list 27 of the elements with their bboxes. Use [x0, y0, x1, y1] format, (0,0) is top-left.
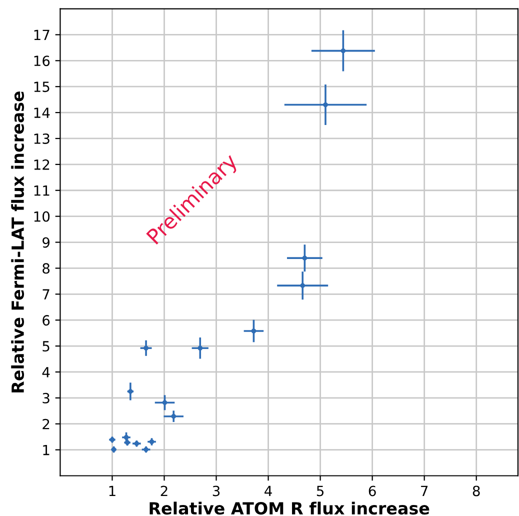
x-tick-label: 3 — [212, 486, 220, 496]
x-tick-label: 4 — [264, 486, 272, 496]
y-tick-label: 1 — [43, 444, 50, 456]
y-tick-label: 8 — [42, 263, 50, 274]
y-axis-title: Relative Fermi-LAT flux increase — [11, 91, 24, 392]
y-tick-label: 12 — [34, 159, 50, 170]
y-tick-label: 9 — [42, 237, 50, 248]
y-tick-label: 5 — [42, 341, 50, 352]
y-tick-label: 17 — [34, 30, 50, 40]
y-tick-label: 3 — [42, 392, 50, 404]
x-tick-label: 1 — [109, 486, 116, 496]
x-axis-title: Relative ATOM R flux increase — [150, 502, 430, 515]
y-tick-label: 13 — [34, 133, 50, 144]
y-tick-label: 7 — [42, 289, 50, 300]
y-tick-label: 11 — [34, 186, 50, 196]
x-tick-label: 2 — [160, 486, 168, 496]
y-tick-label: 15 — [34, 82, 50, 92]
x-tick-label: 8 — [472, 486, 480, 496]
x-tick-label: 5 — [316, 486, 324, 496]
y-tick-label: 4 — [42, 367, 50, 378]
y-tick-label: 14 — [34, 108, 50, 118]
y-tick-label: 2 — [42, 418, 50, 430]
x-tick-label: 6 — [368, 486, 376, 496]
x-tick-label: 7 — [421, 486, 428, 496]
y-tick-label: 10 — [34, 211, 50, 222]
y-tick-label: 16 — [34, 56, 50, 66]
y-tick-label: 6 — [42, 315, 50, 326]
